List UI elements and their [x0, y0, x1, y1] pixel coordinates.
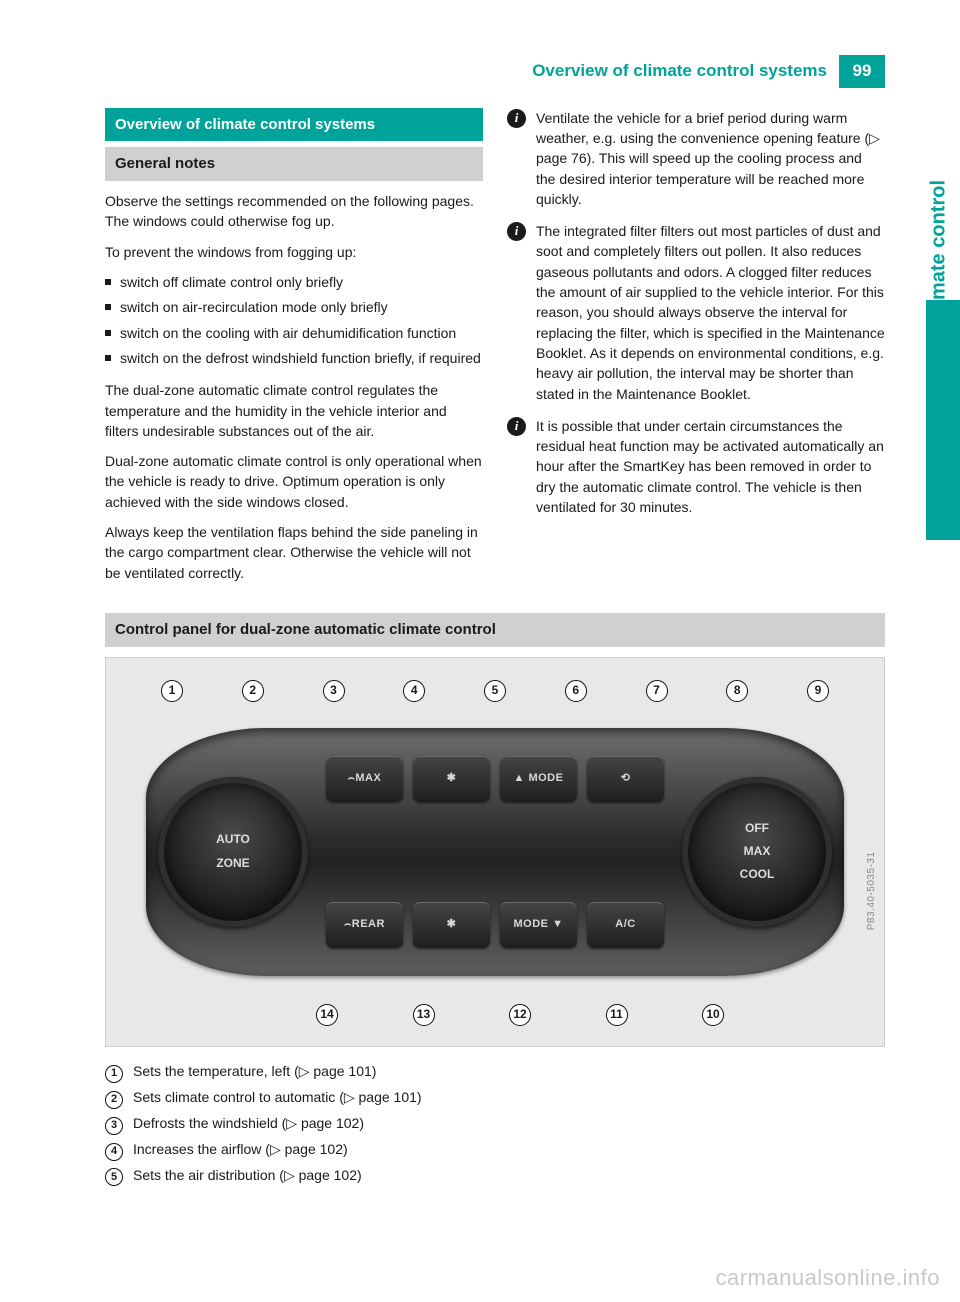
dial-label: ZONE — [216, 855, 249, 872]
defrost-max-button: ⌢MAX — [326, 756, 403, 802]
callout: 2 — [242, 680, 264, 702]
callout: 12 — [509, 1004, 531, 1026]
legend-item: 5 Sets the air distribution (▷ page 102) — [105, 1165, 885, 1187]
legend-marker: 3 — [105, 1117, 123, 1135]
legend-text: Increases the airflow (▷ page 102) — [133, 1139, 348, 1159]
info-text: Ventilate the vehicle for a brief period… — [536, 108, 885, 209]
legend-marker: 5 — [105, 1168, 123, 1186]
recirc-button: ⟲ — [587, 756, 664, 802]
callouts-bottom: 14 13 12 11 10 — [106, 1004, 884, 1026]
legend-marker: 2 — [105, 1091, 123, 1109]
paragraph: To prevent the windows from fogging up: — [105, 242, 483, 262]
ac-button: A/C — [587, 902, 664, 948]
bullet-item: switch on air-recirculation mode only br… — [105, 297, 483, 317]
paragraph: Dual-zone automatic climate control is o… — [105, 451, 483, 512]
legend-marker: 1 — [105, 1065, 123, 1083]
legend-item: 3 Defrosts the windshield (▷ page 102) — [105, 1113, 885, 1135]
callout: 6 — [565, 680, 587, 702]
callouts-top: 1 2 3 4 5 6 7 8 9 — [106, 680, 884, 702]
paragraph: Observe the settings recommended on the … — [105, 191, 483, 232]
page: Overview of climate control systems 99 C… — [0, 0, 960, 1302]
bullet-item: switch on the defrost windshield functio… — [105, 348, 483, 368]
right-column: i Ventilate the vehicle for a brief peri… — [507, 108, 885, 593]
button-row-bottom: ⌢REAR ✱ MODE ▼ A/C — [326, 902, 664, 948]
callout: 3 — [323, 680, 345, 702]
info-note: i The integrated filter filters out most… — [507, 221, 885, 404]
right-temperature-dial: OFF MAX COOL — [682, 777, 832, 927]
legend-text: Sets climate control to automatic (▷ pag… — [133, 1087, 422, 1107]
mode-down-button: MODE ▼ — [500, 902, 577, 948]
left-temperature-dial: AUTO ZONE — [158, 777, 308, 927]
callout: 9 — [807, 680, 829, 702]
rear-defrost-button: ⌢REAR — [326, 902, 403, 948]
legend-text: Sets the air distribution (▷ page 102) — [133, 1165, 362, 1185]
mode-up-button: ▲ MODE — [500, 756, 577, 802]
legend-text: Defrosts the windshield (▷ page 102) — [133, 1113, 364, 1133]
airflow-down-button: ✱ — [413, 902, 490, 948]
info-note: i Ventilate the vehicle for a brief peri… — [507, 108, 885, 209]
paragraph: Always keep the ventilation flaps behind… — [105, 522, 483, 583]
section-label: Climate control — [925, 180, 954, 326]
legend-item: 2 Sets climate control to automatic (▷ p… — [105, 1087, 885, 1109]
sub-heading: General notes — [105, 147, 483, 181]
two-column-body: Overview of climate control systems Gene… — [105, 108, 885, 593]
page-header: Overview of climate control systems 99 — [105, 55, 885, 88]
info-icon: i — [507, 222, 526, 241]
callout: 13 — [413, 1004, 435, 1026]
paragraph: The dual-zone automatic climate control … — [105, 380, 483, 441]
airflow-up-button: ✱ — [413, 756, 490, 802]
callout: 11 — [606, 1004, 628, 1026]
left-column: Overview of climate control systems Gene… — [105, 108, 483, 593]
info-note: i It is possible that under certain circ… — [507, 416, 885, 517]
page-number: 99 — [839, 55, 885, 88]
panel-heading: Control panel for dual-zone automatic cl… — [105, 613, 885, 647]
control-panel-section: Control panel for dual-zone automatic cl… — [105, 613, 885, 1187]
callout: 5 — [484, 680, 506, 702]
info-text: It is possible that under certain circum… — [536, 416, 885, 517]
callout: 10 — [702, 1004, 724, 1026]
climate-panel: AUTO ZONE OFF MAX COOL ⌢MAX ✱ ▲ MODE ⟲ ⌢… — [146, 728, 844, 976]
info-text: The integrated filter filters out most p… — [536, 221, 885, 404]
dial-label: AUTO — [216, 831, 250, 848]
bullet-item: switch off climate control only briefly — [105, 272, 483, 292]
callout: 4 — [403, 680, 425, 702]
section-tab — [926, 300, 960, 540]
figure-legend: 1 Sets the temperature, left (▷ page 101… — [105, 1061, 885, 1187]
header-title: Overview of climate control systems — [532, 59, 839, 84]
dial-label: OFF — [745, 820, 769, 837]
section-heading: Overview of climate control systems — [105, 108, 483, 142]
legend-item: 1 Sets the temperature, left (▷ page 101… — [105, 1061, 885, 1083]
legend-text: Sets the temperature, left (▷ page 101) — [133, 1061, 376, 1081]
figure-code: P83.40-5035-31 — [866, 852, 881, 931]
button-row-top: ⌢MAX ✱ ▲ MODE ⟲ — [326, 756, 664, 802]
callout: 7 — [646, 680, 668, 702]
bullet-list: switch off climate control only briefly … — [105, 272, 483, 368]
callout: 8 — [726, 680, 748, 702]
legend-item: 4 Increases the airflow (▷ page 102) — [105, 1139, 885, 1161]
info-icon: i — [507, 417, 526, 436]
callout: 1 — [161, 680, 183, 702]
watermark: carmanualsonline.info — [715, 1262, 940, 1294]
callout: 14 — [316, 1004, 338, 1026]
bullet-item: switch on the cooling with air dehumidif… — [105, 323, 483, 343]
legend-marker: 4 — [105, 1143, 123, 1161]
control-panel-figure: 1 2 3 4 5 6 7 8 9 AUTO ZONE OFF MAX COOL — [105, 657, 885, 1047]
dial-label: MAX — [744, 843, 771, 860]
dial-label: COOL — [740, 866, 775, 883]
info-icon: i — [507, 109, 526, 128]
